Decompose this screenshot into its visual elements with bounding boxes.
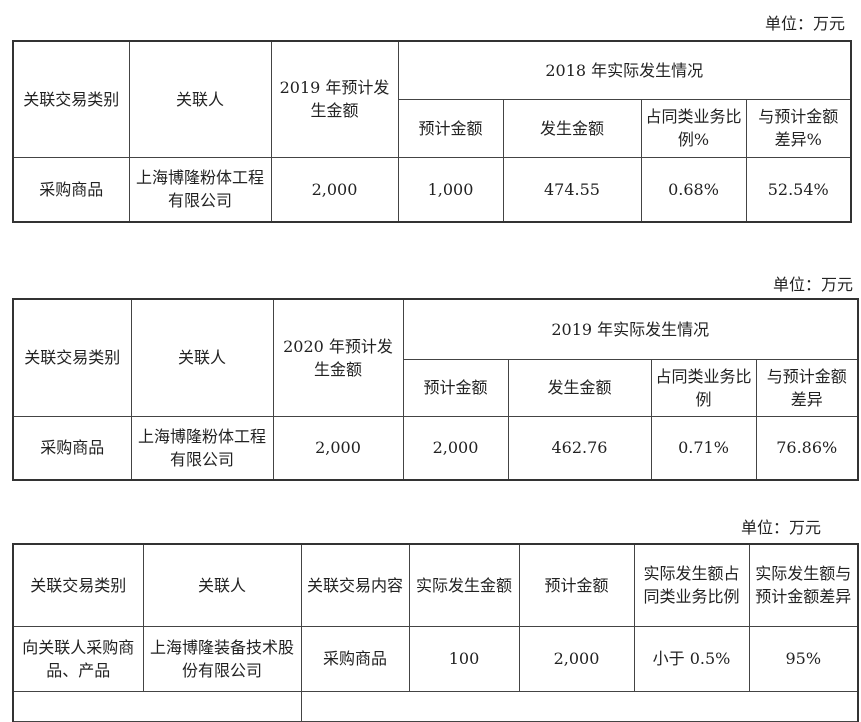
related-transactions-table-2020: 关联交易类别 关联人 2020 年预计发生金额 2019 年实际发生情况 预计金额 发生… bbox=[12, 298, 859, 481]
header-forecast: 2020 年预计发生金额 bbox=[272, 298, 404, 417]
header-actual-group: 2019 年实际发生情况 bbox=[402, 298, 859, 360]
cell-ratio: 0.68% bbox=[640, 156, 747, 223]
header-est: 预计金额 bbox=[402, 358, 509, 417]
header-diff: 与预计金额差异 bbox=[755, 358, 859, 417]
unit-label-3: 单位：万元 bbox=[740, 518, 821, 537]
cell-forecast: 2,000 bbox=[270, 156, 399, 223]
table-row: 采购商品 上海博隆粉体工程有限公司 2,000 1,000 474.55 0.68% 52.… bbox=[12, 156, 852, 223]
table-row-cut bbox=[12, 690, 859, 722]
header-est: 预计金额 bbox=[518, 543, 635, 627]
header-actual-group: 2018 年实际发生情况 bbox=[397, 40, 852, 100]
cell-est: 1,000 bbox=[397, 156, 504, 223]
header-diff: 实际发生额与预计金额差异 bbox=[748, 543, 859, 627]
table-row: 采购商品 上海博隆粉体工程有限公司 2,000 2,000 462.76 0.71% 76.… bbox=[12, 415, 859, 481]
cell-diff: 76.86% bbox=[755, 415, 859, 481]
related-transactions-table-2019: 关联交易类别 关联人 2019 年预计发生金额 2018 年实际发生情况 预计金额 发生… bbox=[12, 40, 852, 223]
cell-diff: 52.54% bbox=[745, 156, 852, 223]
unit-label-2: 单位：万元 bbox=[772, 275, 853, 294]
header-party: 关联人 bbox=[128, 40, 272, 158]
header-party: 关联人 bbox=[142, 543, 302, 627]
cell-amount: 462.76 bbox=[507, 415, 652, 481]
header-type: 关联交易类别 bbox=[12, 543, 144, 627]
cell-type: 采购商品 bbox=[12, 415, 132, 481]
cell-forecast: 2,000 bbox=[272, 415, 404, 481]
cell-party: 上海博隆粉体工程有限公司 bbox=[130, 415, 274, 481]
cell-type: 采购商品 bbox=[12, 156, 130, 223]
cell-ratio: 小于 0.5% bbox=[633, 625, 750, 692]
header-type: 关联交易类别 bbox=[12, 298, 132, 417]
cell-amount: 474.55 bbox=[502, 156, 642, 223]
cell-diff: 95% bbox=[748, 625, 859, 692]
table-row: 向关联人采购商品、产品 上海博隆装备技术股份有限公司 采购商品 100 2,000 小于 … bbox=[12, 625, 859, 692]
cell-actual: 100 bbox=[408, 625, 520, 692]
unit-label-1: 单位：万元 bbox=[764, 14, 845, 33]
cell-est: 2,000 bbox=[402, 415, 509, 481]
header-amount: 发生金额 bbox=[507, 358, 652, 417]
cell-est: 2,000 bbox=[518, 625, 635, 692]
related-transactions-table-actual: 关联交易类别 关联人 关联交易内容 实际发生金额 预计金额 实际发生额占同类业务比例 实际发… bbox=[12, 543, 859, 722]
header-est: 预计金额 bbox=[397, 98, 504, 158]
cell-party: 上海博隆装备技术股份有限公司 bbox=[142, 625, 302, 692]
header-amount: 发生金额 bbox=[502, 98, 642, 158]
cell-type: 向关联人采购商品、产品 bbox=[12, 625, 144, 692]
header-ratio: 占同类业务比例 bbox=[650, 358, 757, 417]
header-forecast: 2019 年预计发生金额 bbox=[270, 40, 399, 158]
header-actual: 实际发生金额 bbox=[408, 543, 520, 627]
header-ratio: 实际发生额占同类业务比例 bbox=[633, 543, 750, 627]
cell-ratio: 0.71% bbox=[650, 415, 757, 481]
header-party: 关联人 bbox=[130, 298, 274, 417]
cell-content: 采购商品 bbox=[300, 625, 410, 692]
header-content: 关联交易内容 bbox=[300, 543, 410, 627]
cell-party: 上海博隆粉体工程有限公司 bbox=[128, 156, 272, 223]
header-type: 关联交易类别 bbox=[12, 40, 130, 158]
header-ratio: 占同类业务比例% bbox=[640, 98, 747, 158]
header-diff: 与预计金额差异% bbox=[745, 98, 852, 158]
